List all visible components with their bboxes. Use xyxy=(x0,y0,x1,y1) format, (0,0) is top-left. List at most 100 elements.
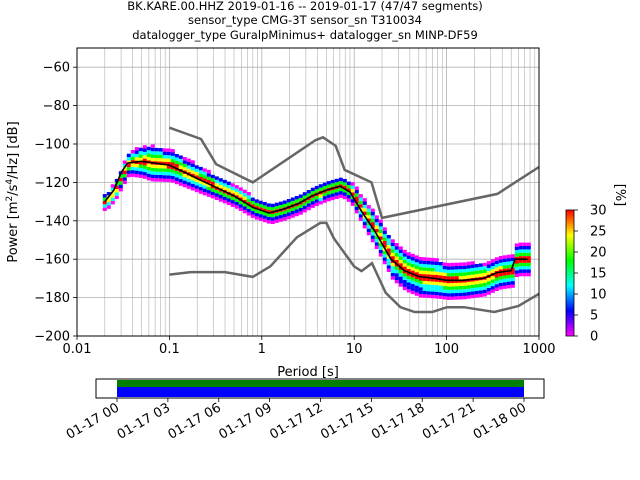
colorbar-gradient xyxy=(565,209,575,337)
density-cell xyxy=(518,259,523,263)
density-cell xyxy=(206,183,211,187)
density-cell xyxy=(286,209,291,213)
density-cell xyxy=(526,259,531,263)
density-cell xyxy=(382,244,387,248)
timeline-tick-label: 01-17 21 xyxy=(420,400,478,442)
density-cell xyxy=(462,272,467,276)
density-cell xyxy=(326,197,331,202)
density-cell xyxy=(442,292,447,297)
density-cell xyxy=(410,280,415,285)
y-tick-label: −80 xyxy=(43,99,70,114)
density-cell xyxy=(370,212,375,216)
density-cell xyxy=(234,201,239,206)
density-cell xyxy=(106,192,111,196)
density-cell xyxy=(174,180,179,185)
density-cell xyxy=(474,290,479,295)
density-cell xyxy=(498,282,503,287)
density-cell xyxy=(410,267,415,271)
density-cell xyxy=(194,185,199,189)
density-cell xyxy=(290,214,295,218)
density-cell xyxy=(374,242,379,246)
density-cell xyxy=(414,285,419,289)
density-cell xyxy=(518,252,523,257)
density-cell xyxy=(102,197,107,201)
density-cell xyxy=(430,291,435,295)
density-cell xyxy=(410,273,415,278)
density-cell xyxy=(362,201,367,205)
density-cell xyxy=(250,197,255,201)
density-cell xyxy=(166,168,171,172)
density-cell xyxy=(118,181,123,185)
density-cell xyxy=(506,268,511,272)
timeline-tick-label: 01-18 00 xyxy=(471,400,529,442)
density-cell xyxy=(282,203,287,208)
density-cell xyxy=(222,196,227,201)
density-cell xyxy=(522,256,527,260)
density-cell xyxy=(170,162,175,166)
density-cell xyxy=(110,197,115,201)
density-cell xyxy=(178,165,183,169)
timeline-tick-label: 01-17 06 xyxy=(166,400,224,442)
density-cell xyxy=(334,182,339,186)
density-cell xyxy=(482,286,487,290)
density-cell xyxy=(230,183,235,187)
density-cell xyxy=(114,185,119,189)
density-cell xyxy=(210,191,215,195)
density-cell xyxy=(346,195,351,199)
density-cell xyxy=(406,285,411,290)
density-cell xyxy=(158,178,163,182)
density-cell xyxy=(366,228,371,232)
density-cell xyxy=(138,154,143,158)
density-cell xyxy=(486,267,491,272)
density-cell xyxy=(246,198,251,203)
density-cell xyxy=(458,296,463,300)
density-cell xyxy=(186,185,191,189)
density-cell xyxy=(138,171,143,175)
density-cell xyxy=(102,207,107,211)
density-cell xyxy=(522,269,527,273)
density-cell xyxy=(142,155,147,159)
density-cell xyxy=(370,215,375,219)
density-cell xyxy=(290,200,295,205)
density-cell xyxy=(434,278,439,282)
density-cell xyxy=(406,255,411,259)
density-cell xyxy=(166,155,171,159)
density-cell xyxy=(510,257,515,261)
density-cell xyxy=(154,178,159,182)
density-cell xyxy=(262,202,267,206)
density-cell xyxy=(510,274,515,278)
density-cell xyxy=(506,254,511,259)
density-cell xyxy=(490,286,495,290)
density-cell xyxy=(178,158,183,163)
density-cell xyxy=(366,205,371,209)
density-cell xyxy=(170,155,175,160)
density-cell xyxy=(194,178,199,183)
density-cell xyxy=(370,218,375,223)
density-cell xyxy=(262,218,267,223)
density-cell xyxy=(162,148,167,152)
density-cell xyxy=(190,183,195,188)
density-cell xyxy=(174,154,179,158)
density-cell xyxy=(426,261,431,265)
density-cell xyxy=(410,277,415,281)
density-cell xyxy=(374,245,379,250)
density-cell xyxy=(398,256,403,260)
density-cell xyxy=(350,185,355,190)
density-cell xyxy=(294,196,299,200)
density-cell xyxy=(234,205,239,209)
density-cell xyxy=(258,207,263,211)
density-cell xyxy=(526,249,531,253)
density-cell xyxy=(366,208,371,212)
density-cell xyxy=(450,293,455,297)
density-cell xyxy=(374,218,379,223)
density-cell xyxy=(418,280,423,284)
density-cell xyxy=(490,279,495,283)
density-cell xyxy=(426,271,431,275)
density-cell xyxy=(506,261,511,265)
density-cell xyxy=(294,206,299,210)
density-cell xyxy=(446,273,451,277)
density-cell xyxy=(106,205,111,209)
density-cell xyxy=(494,280,499,285)
density-cell xyxy=(138,164,143,168)
